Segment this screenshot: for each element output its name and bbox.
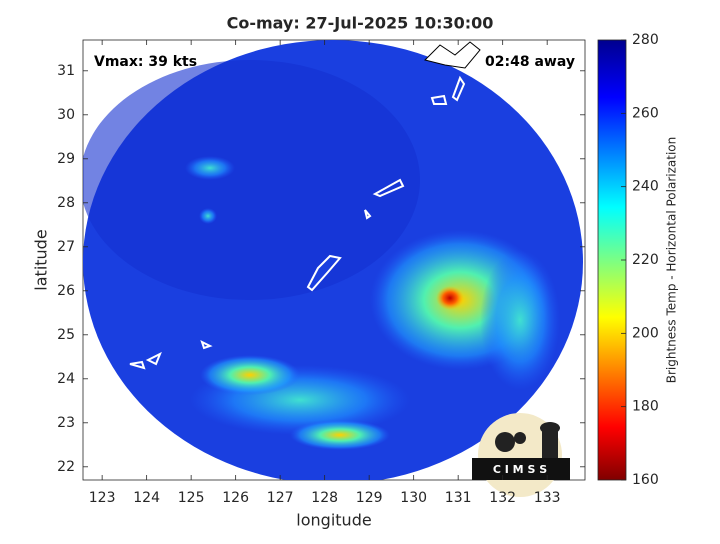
swath xyxy=(83,40,583,480)
colorbar-tick-label: 240 xyxy=(632,179,659,195)
y-tick-label: 23 xyxy=(57,415,75,431)
colorbar-tick-label: 180 xyxy=(632,399,659,415)
x-axis-label: longitude xyxy=(296,511,371,530)
x-tick-label: 132 xyxy=(489,490,516,506)
x-tick-label: 126 xyxy=(222,490,249,506)
y-tick-label: 30 xyxy=(57,107,75,123)
x-tick-label: 124 xyxy=(133,490,160,506)
x-tick-label: 129 xyxy=(356,490,383,506)
y-tick-label: 28 xyxy=(57,195,75,211)
annotation: 02:48 away xyxy=(485,54,575,70)
y-tick-label: 26 xyxy=(57,283,75,299)
x-tick-label: 123 xyxy=(89,490,116,506)
annotation: Vmax: 39 kts xyxy=(94,54,197,70)
colorbar-tick-label: 160 xyxy=(632,472,659,488)
colorbar-tick-label: 200 xyxy=(632,325,659,341)
x-tick-label: 133 xyxy=(534,490,561,506)
y-tick-label: 27 xyxy=(57,239,75,255)
colorbar-tick-label: 280 xyxy=(632,32,659,48)
x-tick-label: 131 xyxy=(445,490,472,506)
y-tick-label: 29 xyxy=(57,151,75,167)
chart-title: Co-may: 27-Jul-2025 10:30:00 xyxy=(227,14,494,33)
y-axis-label: latitude xyxy=(32,229,51,290)
colorbar-tick-label: 260 xyxy=(632,105,659,121)
x-tick-label: 128 xyxy=(311,490,338,506)
y-tick-label: 31 xyxy=(57,63,75,79)
x-tick-label: 130 xyxy=(400,490,427,506)
logo-text: C I M S S xyxy=(493,463,547,476)
y-tick-label: 24 xyxy=(57,371,75,387)
colorbar-tick-label: 220 xyxy=(632,252,659,268)
x-tick-label: 127 xyxy=(267,490,294,506)
colorbar-label: Brightness Temp - Horizontal Polarizatio… xyxy=(665,137,679,384)
x-tick-label: 125 xyxy=(178,490,205,506)
y-tick-label: 22 xyxy=(57,459,75,475)
y-tick-label: 25 xyxy=(57,327,75,343)
logo: C I M S S xyxy=(472,413,570,497)
